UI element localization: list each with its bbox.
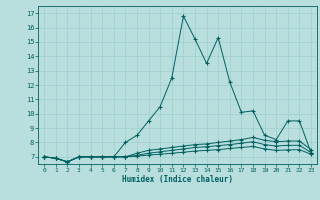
X-axis label: Humidex (Indice chaleur): Humidex (Indice chaleur) <box>122 175 233 184</box>
